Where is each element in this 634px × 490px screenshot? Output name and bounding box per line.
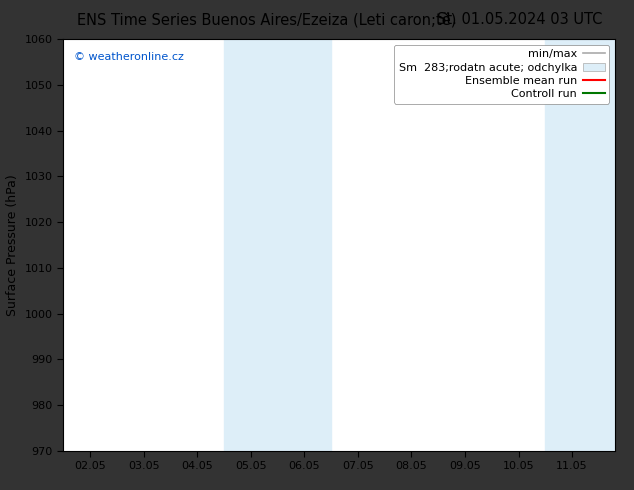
Text: © weatheronline.cz: © weatheronline.cz: [74, 51, 184, 62]
Text: St. 01.05.2024 03 UTC: St. 01.05.2024 03 UTC: [437, 12, 602, 27]
Text: ENS Time Series Buenos Aires/Ezeiza (Leti caron;tě): ENS Time Series Buenos Aires/Ezeiza (Let…: [77, 12, 456, 28]
Bar: [224, 39, 331, 451]
Bar: [545, 39, 615, 451]
Legend: min/max, Sm  283;rodatn acute; odchylka, Ensemble mean run, Controll run: min/max, Sm 283;rodatn acute; odchylka, …: [394, 45, 609, 104]
Y-axis label: Surface Pressure (hPa): Surface Pressure (hPa): [6, 174, 19, 316]
